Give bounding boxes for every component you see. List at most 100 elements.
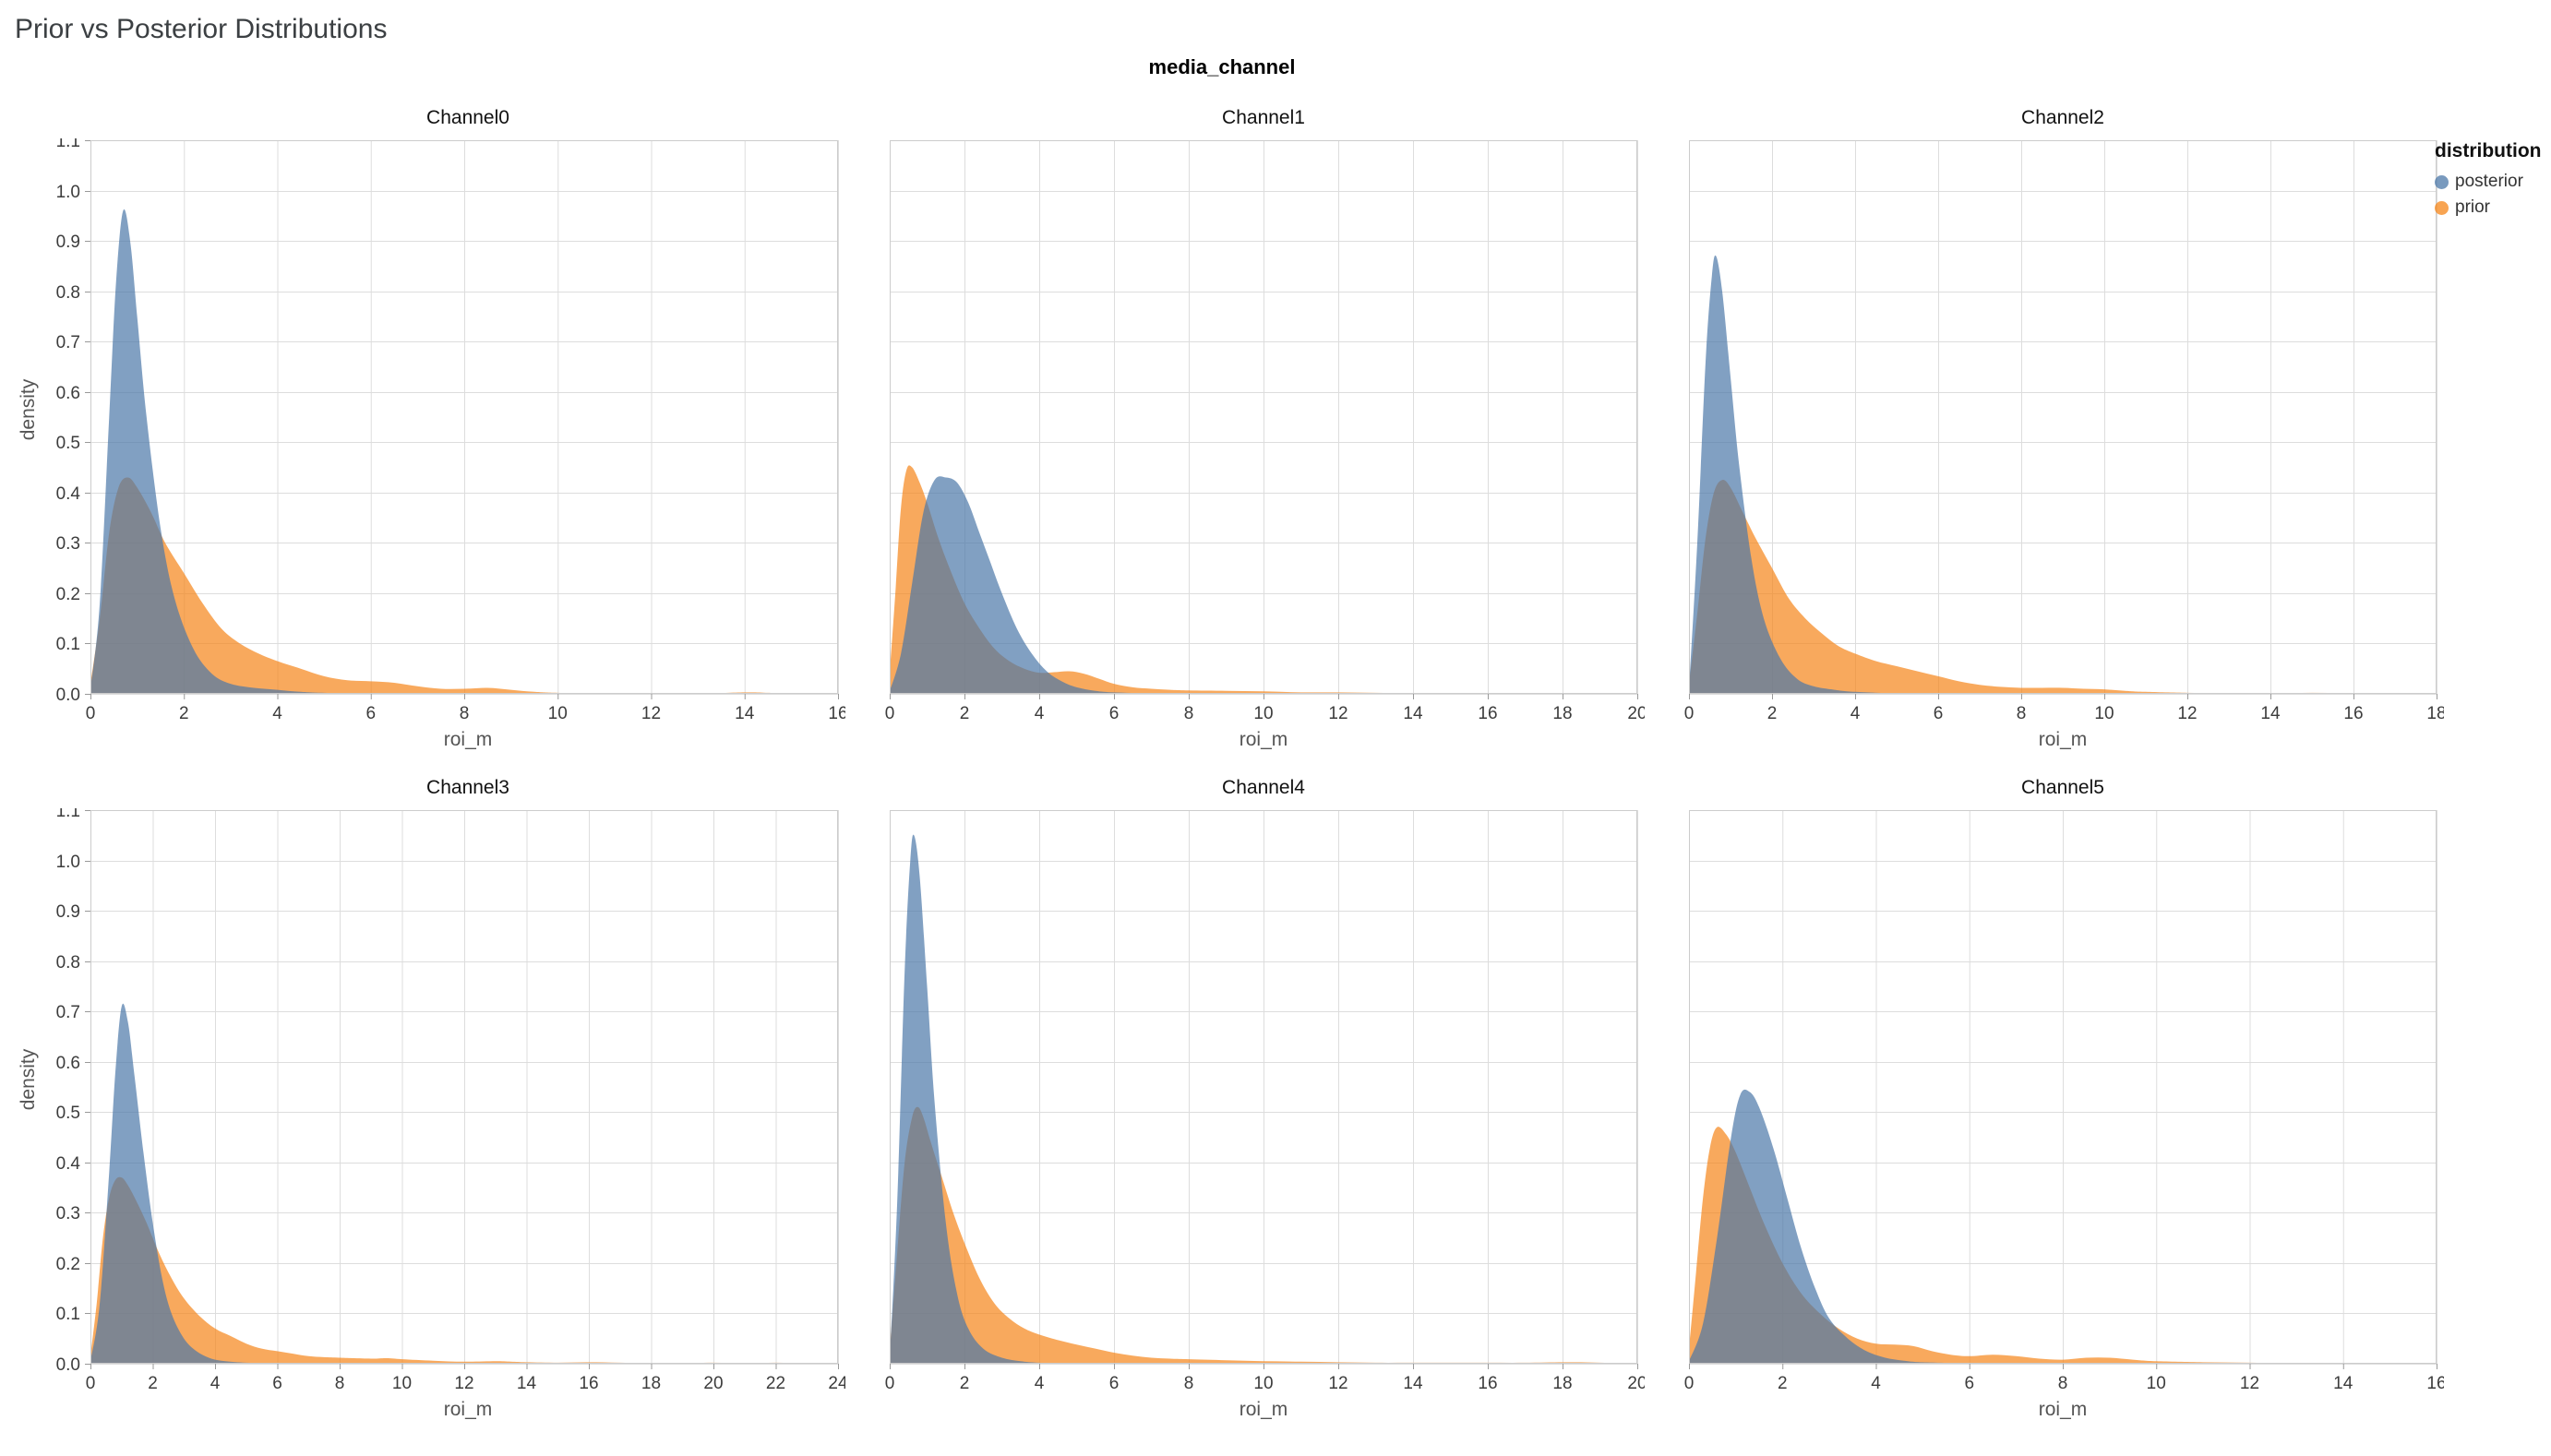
svg-text:0.0: 0.0 bbox=[56, 1355, 80, 1375]
prior-swatch-icon bbox=[2435, 200, 2449, 215]
svg-text:8: 8 bbox=[2017, 704, 2027, 723]
svg-text:14: 14 bbox=[1403, 1374, 1423, 1393]
svg-text:6: 6 bbox=[1964, 1374, 1974, 1393]
svg-text:12: 12 bbox=[454, 1374, 473, 1393]
svg-text:8: 8 bbox=[335, 1374, 345, 1393]
legend-item-label: prior bbox=[2455, 197, 2491, 217]
chart-channel1: Channel1 0 2 4 6 8 10 12 14 16 18 20 roi_m bbox=[882, 107, 1645, 753]
density-plot: 0 2 4 6 8 10 12 14 16 0.0 0.1 0.2 0.3 0.4 0.5 0.6 0.7 0.8… bbox=[56, 138, 845, 723]
svg-text:0: 0 bbox=[86, 1374, 96, 1393]
svg-text:16: 16 bbox=[1478, 704, 1497, 723]
svg-text:1.0: 1.0 bbox=[56, 183, 80, 202]
svg-text:12: 12 bbox=[2177, 704, 2197, 723]
svg-text:18: 18 bbox=[2426, 704, 2444, 723]
x-axis-title: roi_m bbox=[2038, 729, 2088, 750]
svg-text:0: 0 bbox=[1684, 1374, 1695, 1393]
svg-text:10: 10 bbox=[548, 704, 568, 723]
svg-text:4: 4 bbox=[272, 704, 282, 723]
svg-text:2: 2 bbox=[960, 1374, 970, 1393]
svg-text:1.1: 1.1 bbox=[56, 808, 80, 821]
chart-channel4: Channel4 0 2 4 6 8 10 12 14 16 18 20 roi_m bbox=[882, 777, 1645, 1423]
svg-text:18: 18 bbox=[641, 1374, 661, 1393]
density-plot: 0 2 4 6 8 10 12 14 16 18 bbox=[1684, 140, 2444, 723]
density-plot: 0 2 4 6 8 10 12 14 16 18 20 bbox=[885, 140, 1645, 723]
svg-text:0.4: 0.4 bbox=[56, 1154, 81, 1174]
density-plot: 0 2 4 6 8 10 12 14 16 bbox=[1684, 810, 2444, 1393]
svg-text:0.0: 0.0 bbox=[56, 686, 80, 705]
svg-text:16: 16 bbox=[1478, 1374, 1497, 1393]
svg-text:14: 14 bbox=[2260, 704, 2281, 723]
legend-item-prior: prior bbox=[2435, 197, 2545, 218]
x-axis-title: roi_m bbox=[1239, 1399, 1288, 1420]
svg-text:0: 0 bbox=[86, 704, 96, 723]
svg-text:12: 12 bbox=[1328, 704, 1347, 723]
svg-text:6: 6 bbox=[1934, 704, 1944, 723]
svg-text:0.2: 0.2 bbox=[56, 1255, 80, 1274]
y-axis-title: density bbox=[18, 1049, 39, 1111]
svg-text:6: 6 bbox=[365, 704, 376, 723]
x-axis-title: roi_m bbox=[443, 729, 493, 750]
svg-text:0.2: 0.2 bbox=[56, 585, 80, 604]
svg-text:0.9: 0.9 bbox=[56, 233, 80, 252]
svg-text:18: 18 bbox=[1552, 704, 1572, 723]
chart-channel0: Channel0 density 0 2 4 6 8 10 12 14 16 0.0 0.1 0.2 0… bbox=[18, 107, 845, 753]
svg-text:0.7: 0.7 bbox=[56, 1003, 80, 1022]
svg-text:8: 8 bbox=[1184, 1374, 1194, 1393]
svg-text:8: 8 bbox=[460, 704, 470, 723]
svg-text:10: 10 bbox=[1253, 704, 1273, 723]
svg-text:2: 2 bbox=[1778, 1374, 1788, 1393]
svg-text:4: 4 bbox=[1035, 1374, 1045, 1393]
svg-text:14: 14 bbox=[517, 1374, 537, 1393]
page-title: Prior vs Posterior Distributions bbox=[15, 14, 388, 44]
svg-text:10: 10 bbox=[392, 1374, 412, 1393]
svg-text:0.3: 0.3 bbox=[56, 1204, 80, 1223]
svg-text:6: 6 bbox=[1109, 704, 1120, 723]
legend-title: distribution bbox=[2435, 140, 2542, 161]
svg-text:0.3: 0.3 bbox=[56, 534, 80, 554]
chart-channel3: Channel3 density 0 2 4 6 8 10 12 14 16 18 20 22 24 0.… bbox=[18, 777, 845, 1423]
svg-text:2: 2 bbox=[960, 704, 970, 723]
svg-text:0.6: 0.6 bbox=[56, 1054, 80, 1073]
svg-text:24: 24 bbox=[828, 1374, 845, 1393]
chart-title: Channel3 bbox=[426, 777, 509, 798]
svg-text:0: 0 bbox=[885, 1374, 895, 1393]
svg-text:1.0: 1.0 bbox=[56, 853, 80, 872]
svg-text:16: 16 bbox=[2343, 704, 2363, 723]
posterior-swatch-icon bbox=[2435, 174, 2449, 189]
svg-text:20: 20 bbox=[703, 1374, 723, 1393]
svg-text:4: 4 bbox=[210, 1374, 221, 1393]
legend: distribution posterior prior bbox=[2435, 140, 2545, 223]
x-axis-title: roi_m bbox=[2038, 1399, 2088, 1420]
svg-text:0.7: 0.7 bbox=[56, 333, 80, 352]
y-axis-title: density bbox=[18, 379, 39, 441]
svg-text:8: 8 bbox=[2058, 1374, 2068, 1393]
svg-text:0.9: 0.9 bbox=[56, 902, 80, 922]
svg-text:2: 2 bbox=[179, 704, 189, 723]
chart-channel2: Channel2 0 2 4 6 8 10 12 14 16 18 roi_m bbox=[1682, 107, 2444, 753]
svg-text:6: 6 bbox=[272, 1374, 282, 1393]
svg-text:16: 16 bbox=[579, 1374, 598, 1393]
svg-text:6: 6 bbox=[1109, 1374, 1120, 1393]
svg-text:12: 12 bbox=[2240, 1374, 2259, 1393]
svg-text:0: 0 bbox=[885, 704, 895, 723]
svg-text:2: 2 bbox=[148, 1374, 158, 1393]
svg-text:18: 18 bbox=[1552, 1374, 1572, 1393]
svg-text:4: 4 bbox=[1035, 704, 1045, 723]
svg-text:0.1: 0.1 bbox=[56, 1305, 80, 1324]
charts-grid: Channel0 density 0 2 4 6 8 10 12 14 16 0.0 0.1 0.2 0… bbox=[0, 83, 2444, 1423]
chart-title: Channel2 bbox=[2021, 107, 2104, 128]
svg-text:4: 4 bbox=[1871, 1374, 1881, 1393]
svg-text:12: 12 bbox=[641, 704, 661, 723]
density-plot: 0 2 4 6 8 10 12 14 16 18 20 22 240.00.10.20.30.40.50… bbox=[56, 808, 845, 1393]
svg-text:2: 2 bbox=[1767, 704, 1778, 723]
svg-text:14: 14 bbox=[2333, 1374, 2353, 1393]
svg-text:20: 20 bbox=[1627, 1374, 1645, 1393]
chart-title: Channel1 bbox=[1222, 107, 1305, 128]
chart-channel5: Channel5 0 2 4 6 8 10 12 14 16 roi_m bbox=[1682, 777, 2444, 1423]
svg-text:8: 8 bbox=[1184, 704, 1194, 723]
svg-text:10: 10 bbox=[2094, 704, 2114, 723]
svg-text:0.5: 0.5 bbox=[56, 1104, 80, 1123]
chart-title: Channel5 bbox=[2021, 777, 2104, 798]
chart-title: Channel0 bbox=[426, 107, 509, 128]
chart-title: Channel4 bbox=[1222, 777, 1305, 798]
